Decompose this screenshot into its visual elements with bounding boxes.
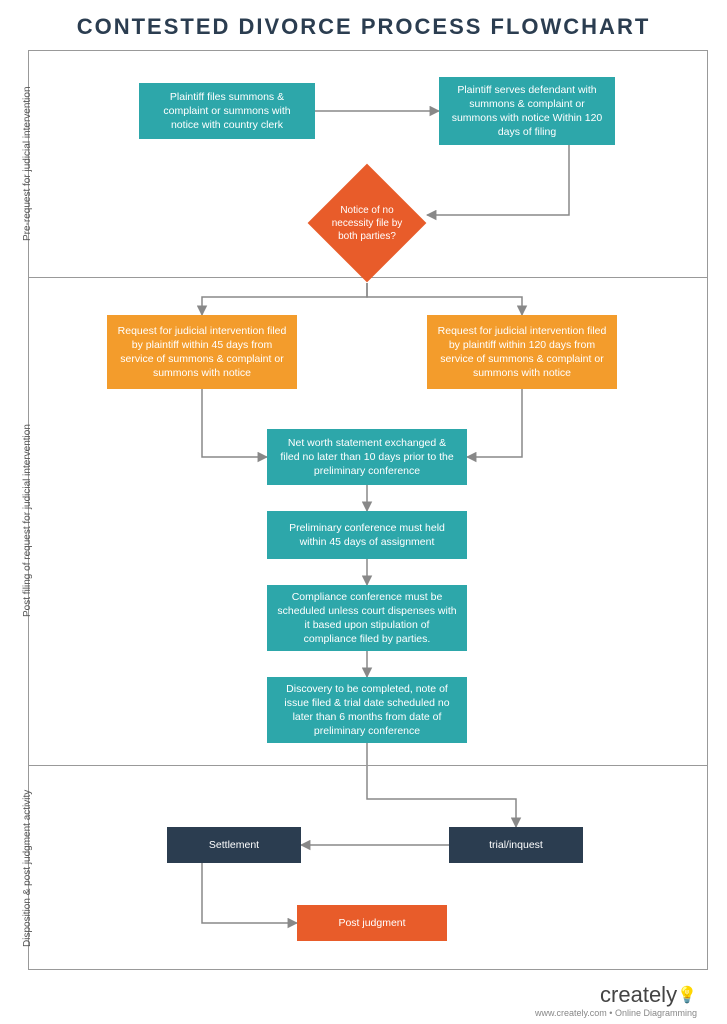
bulb-icon: 💡 bbox=[677, 987, 697, 1004]
footer-subtext: www.creately.com • Online Diagramming bbox=[535, 1008, 697, 1018]
connector bbox=[367, 743, 516, 827]
process-node: Plaintiff serves defendant with summons … bbox=[439, 77, 615, 145]
process-node: Discovery to be completed, note of issue… bbox=[267, 677, 467, 743]
process-node: trial/inquest bbox=[449, 827, 583, 863]
process-node: Post judgment bbox=[297, 905, 447, 941]
connector bbox=[427, 145, 569, 215]
process-node: Plaintiff files summons & complaint or s… bbox=[139, 83, 315, 139]
connector bbox=[467, 389, 522, 457]
connector bbox=[367, 283, 522, 315]
process-node: Request for judicial intervention filed … bbox=[107, 315, 297, 389]
lane-label: Post filing of request for judicial inte… bbox=[22, 277, 36, 765]
process-node: Compliance conference must be scheduled … bbox=[267, 585, 467, 651]
lane-divider bbox=[29, 765, 707, 766]
connector bbox=[202, 389, 267, 457]
process-node: Net worth statement exchanged & filed no… bbox=[267, 429, 467, 485]
lane-label: Disposition & post judgment activity bbox=[22, 765, 36, 971]
flowchart-frame: Pre-request for judicial interventionPos… bbox=[28, 50, 708, 970]
connector bbox=[202, 863, 297, 923]
node-label: Notice of no necessity file by both part… bbox=[307, 163, 427, 283]
page-title: CONTESTED DIVORCE PROCESS FLOWCHART bbox=[0, 0, 727, 50]
connector bbox=[202, 283, 367, 315]
process-node: Preliminary conference must held within … bbox=[267, 511, 467, 559]
brand-logo: creately💡 bbox=[535, 982, 697, 1008]
lane-label: Pre-request for judicial intervention bbox=[22, 51, 36, 277]
decision-node: Notice of no necessity file by both part… bbox=[307, 163, 427, 283]
process-node: Request for judicial intervention filed … bbox=[427, 315, 617, 389]
footer: creately💡 www.creately.com • Online Diag… bbox=[535, 982, 697, 1018]
process-node: Settlement bbox=[167, 827, 301, 863]
brand-text: creately bbox=[600, 982, 677, 1007]
